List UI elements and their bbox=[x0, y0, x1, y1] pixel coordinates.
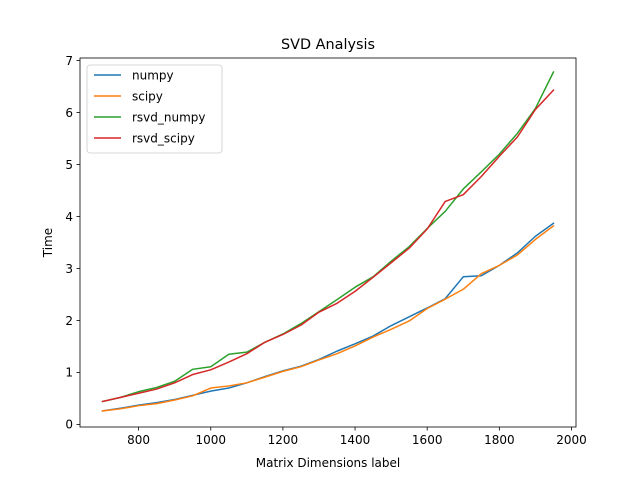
x-tick-label: 1200 bbox=[268, 433, 299, 447]
lines-group bbox=[101, 71, 555, 412]
axes-frame bbox=[79, 57, 577, 428]
y-axis-ticks: 0 1 2 3 4 5 6 7 bbox=[65, 54, 80, 432]
legend-label-numpy: numpy bbox=[132, 68, 174, 82]
chart-title: SVD Analysis bbox=[281, 37, 375, 53]
series-line-rsvd-scipy bbox=[101, 89, 555, 403]
x-tick-label: 2000 bbox=[556, 433, 587, 447]
y-tick-label: 5 bbox=[65, 158, 73, 172]
x-tick-label: 1000 bbox=[195, 433, 226, 447]
legend-label-scipy: scipy bbox=[132, 89, 163, 103]
legend: numpy scipy rsvd_numpy rsvd_scipy bbox=[86, 64, 223, 154]
x-tick-label: 1400 bbox=[340, 433, 371, 447]
y-tick-label: 6 bbox=[65, 106, 73, 120]
x-axis-ticks: 800 1000 1200 1400 1600 1800 2000 bbox=[127, 427, 587, 447]
series-line-rsvd-numpy bbox=[101, 71, 555, 403]
y-tick-label: 1 bbox=[65, 366, 73, 380]
x-tick-label: 1800 bbox=[484, 433, 515, 447]
x-tick-label: 800 bbox=[127, 433, 150, 447]
y-tick-label: 3 bbox=[65, 262, 73, 276]
y-tick-label: 0 bbox=[65, 418, 73, 432]
y-tick-label: 2 bbox=[65, 314, 73, 328]
legend-label-rsvd-scipy: rsvd_scipy bbox=[132, 131, 195, 145]
y-tick-label: 7 bbox=[65, 54, 73, 68]
legend-label-rsvd-numpy: rsvd_numpy bbox=[132, 110, 206, 124]
x-tick-label: 1600 bbox=[412, 433, 443, 447]
x-axis-label: Matrix Dimensions label bbox=[256, 456, 400, 470]
series-line-scipy bbox=[101, 224, 555, 412]
y-tick-label: 4 bbox=[65, 210, 73, 224]
legend-box bbox=[86, 64, 223, 154]
y-axis-label: Time bbox=[41, 228, 55, 258]
